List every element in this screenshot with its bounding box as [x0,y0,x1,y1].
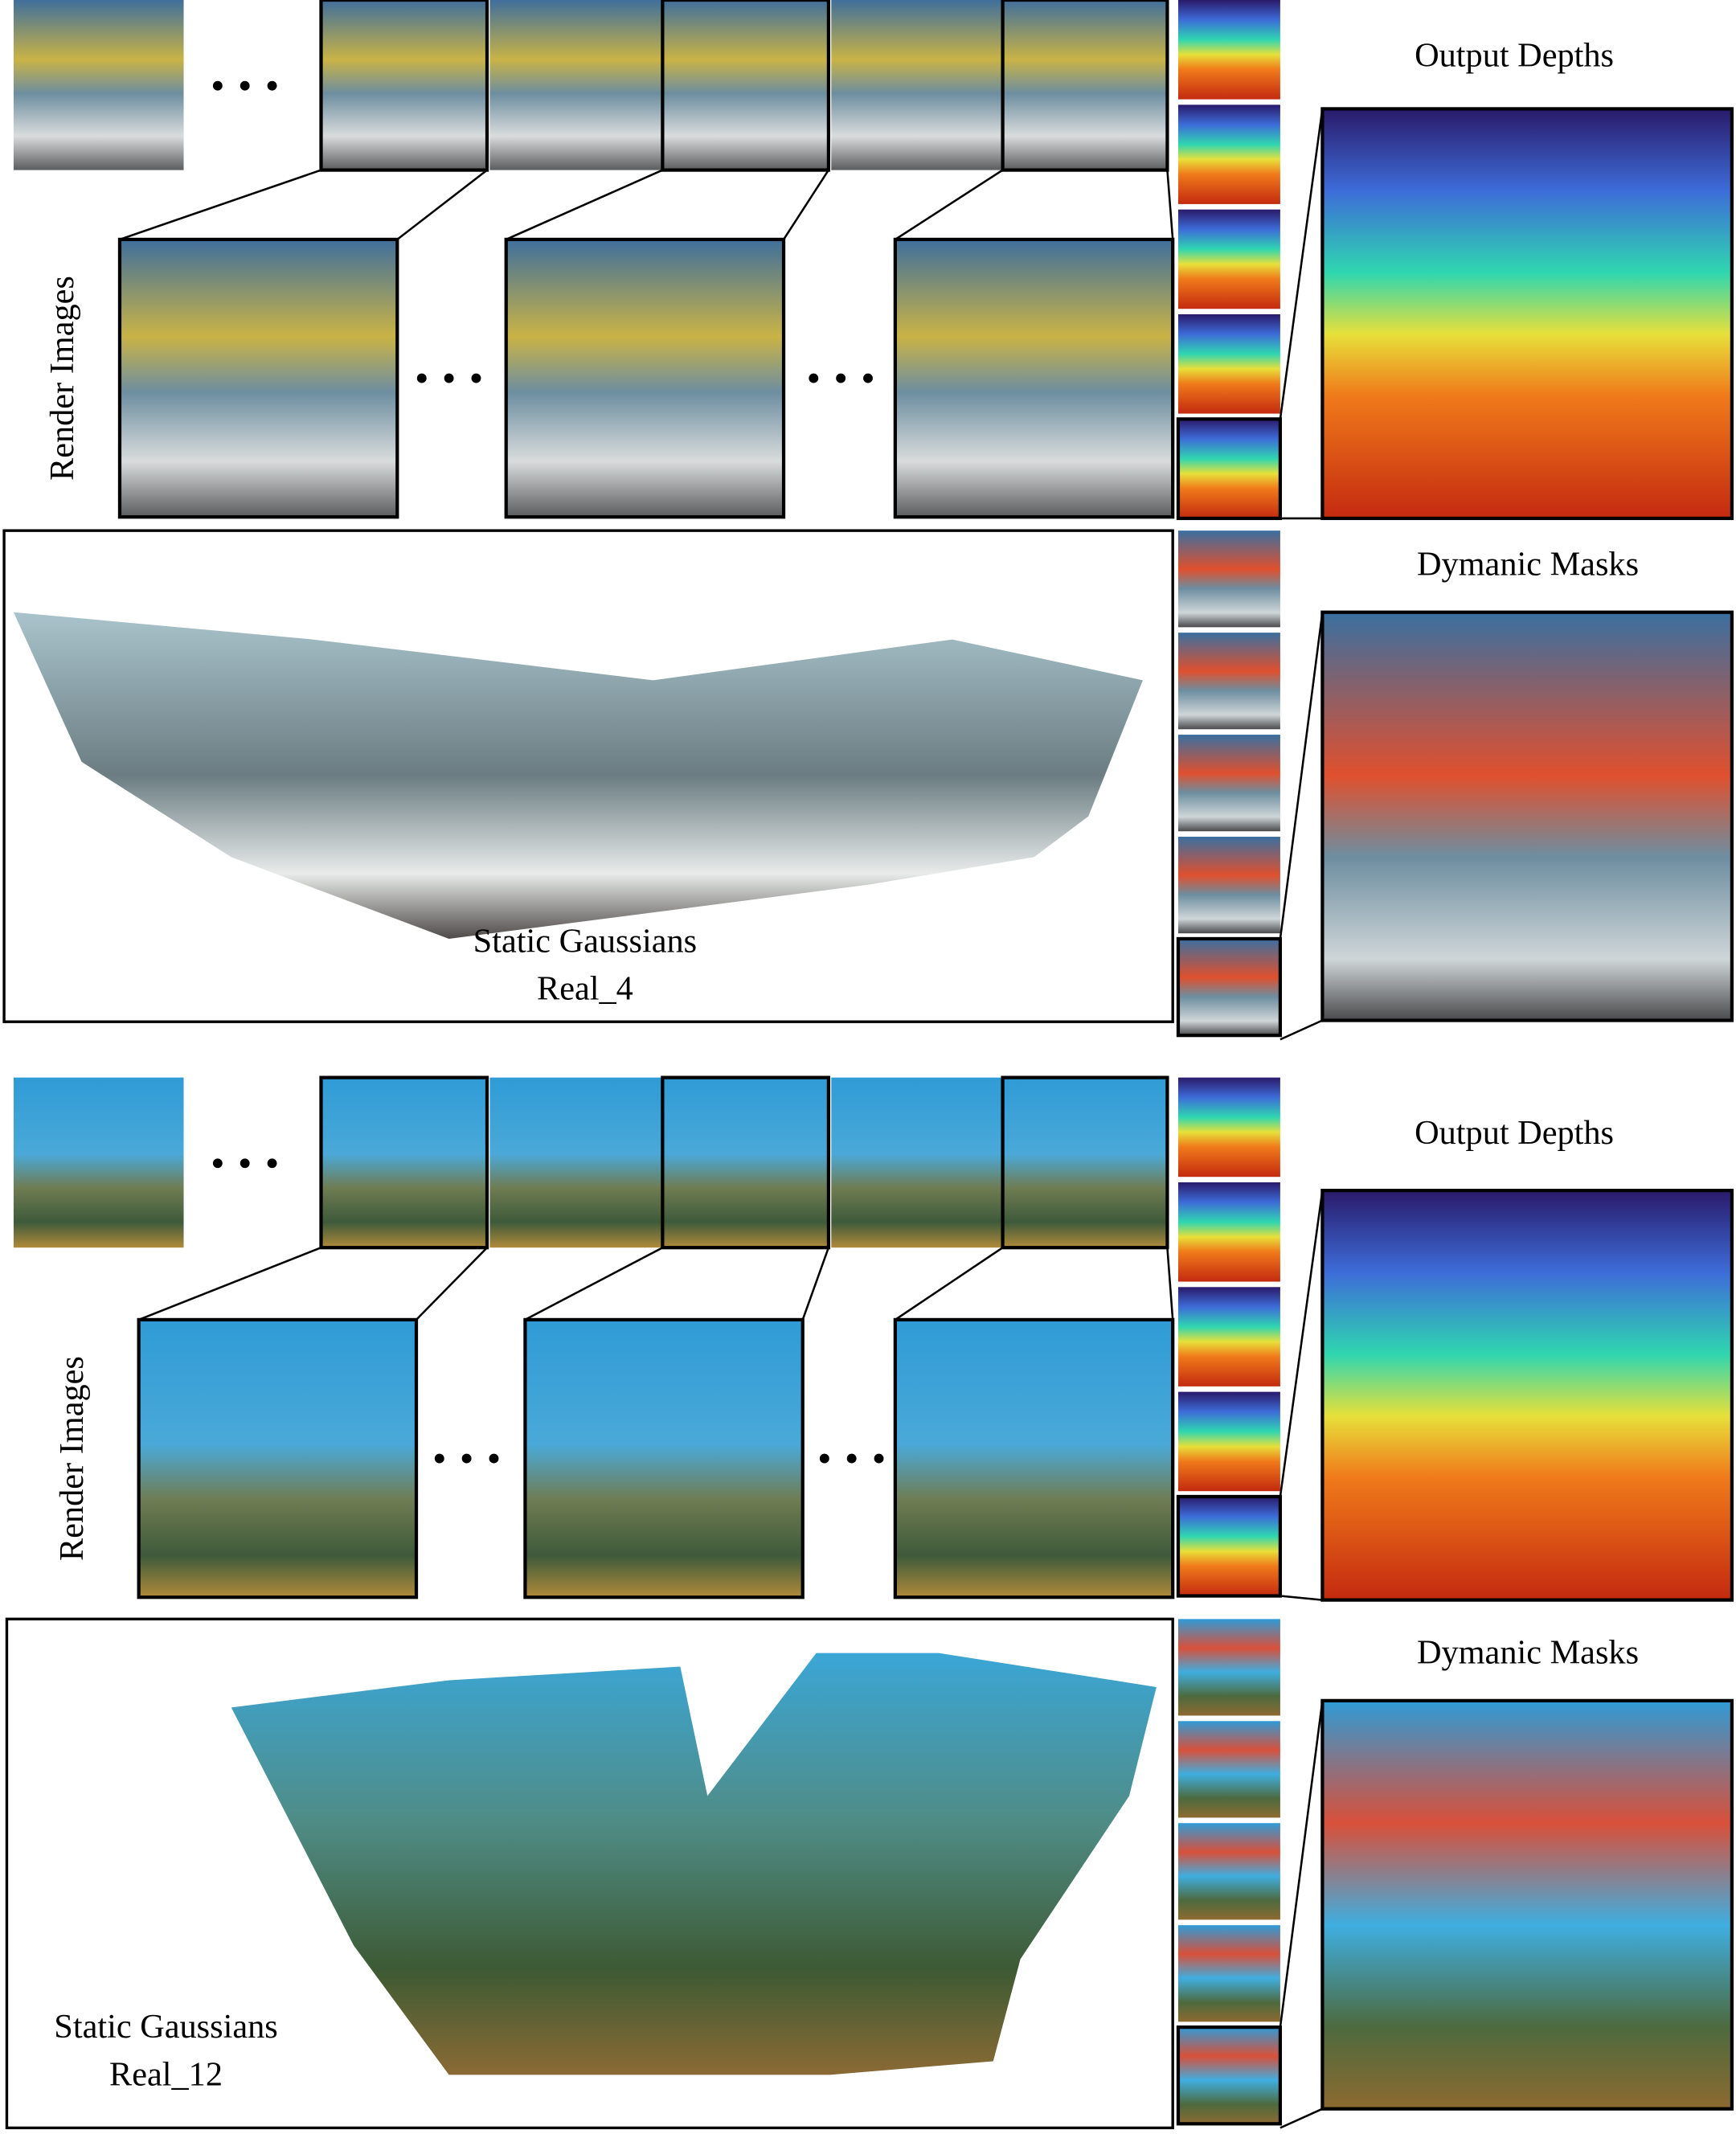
depth-thumb [1176,1494,1283,1598]
render-label: Render Images [53,1356,91,1561]
ellipsis-dot [819,1453,829,1464]
connector [782,169,829,240]
frame-thumb [13,1077,184,1248]
depth-thumb [1177,1077,1280,1178]
ellipsis-dot [489,1453,499,1464]
frame-thumb [1001,0,1169,172]
connector [1279,1019,1323,1041]
connector [1279,1700,1324,2028]
connector [1279,612,1324,940]
mask-thumb [1177,1823,1280,1920]
frame-thumb [1001,1075,1169,1250]
ellipsis-dot [836,373,846,383]
ellipsis-dot [863,373,873,383]
connector [1279,2107,1323,2129]
depth-thumb [1177,1287,1280,1386]
connector [138,1247,321,1321]
mask-zoom [1320,1698,1734,2111]
connector [1166,170,1174,240]
ellipsis-dot [471,373,481,383]
render-image [523,1317,805,1599]
frame-thumb [831,0,1003,170]
scene-name: Real_4 [537,970,633,1008]
depth-thumb [1177,209,1280,309]
depth-zoom [1320,107,1734,521]
ellipsis-dot [240,80,250,91]
ellipsis-dot [461,1453,472,1464]
render-label: Render Images [43,276,81,481]
ellipsis-dot [846,1453,857,1464]
depth-thumb [1177,0,1280,100]
depth-thumb [1177,104,1280,204]
ellipsis-dot [444,373,454,383]
mask-thumb [1177,633,1280,730]
connector [396,169,488,240]
depth-title: Output Depths [1415,1114,1614,1152]
mask-thumb [1177,1925,1280,2022]
connector [119,169,321,241]
frame-thumb [661,0,831,172]
render-image [893,1317,1175,1599]
frame-thumb [319,1075,489,1250]
scene-name: Real_12 [109,2055,223,2093]
static-title: Static Gaussians [54,2008,277,2046]
depth-thumb [1177,1391,1280,1492]
mask-title: Dymanic Masks [1417,546,1639,584]
ellipsis-dot [416,373,427,383]
mask-thumb [1177,837,1280,934]
ellipsis-dot [874,1453,884,1464]
mask-thumb [1176,2025,1283,2126]
mask-thumb [1176,936,1283,1038]
connector [895,1247,1004,1321]
mask-title: Dymanic Masks [1417,1634,1639,1672]
frame-thumb [319,0,489,172]
render-image [137,1317,419,1599]
connector [416,1247,488,1321]
frame-thumb [489,1077,661,1248]
mask-zoom [1320,610,1734,1022]
static-render [13,612,1143,939]
depth-title: Output Depths [1415,36,1614,74]
static-title: Static Gaussians [473,922,697,960]
static-render [231,1653,1157,2075]
depth-thumb [1176,417,1283,521]
connector [524,1247,663,1321]
frame-thumb [661,1075,831,1250]
connector [506,169,663,241]
render-image [893,237,1175,519]
ellipsis-dot [212,80,223,91]
connector [1166,1247,1174,1321]
ellipsis-dot [267,1158,277,1169]
frame-thumb [831,1077,1003,1248]
mask-thumb [1177,1619,1280,1716]
render-image [117,237,399,519]
depth-thumb [1177,314,1280,414]
mask-thumb [1177,735,1280,832]
depth-zoom [1320,1188,1734,1602]
mask-thumb [1177,1721,1280,1818]
ellipsis-dot [434,1453,444,1464]
connector [801,1247,830,1321]
connector [1279,1190,1324,1497]
ellipsis-dot [240,1158,250,1169]
frame-thumb [13,0,184,170]
frame-thumb [489,0,661,170]
mask-thumb [1177,530,1280,628]
connector [1279,109,1324,420]
ellipsis-dot [267,80,277,91]
ellipsis-dot [809,373,819,383]
depth-thumb [1177,1182,1280,1282]
ellipsis-dot [212,1158,223,1169]
connector [895,169,1004,240]
connector [1279,1595,1323,1601]
render-image [504,237,786,519]
